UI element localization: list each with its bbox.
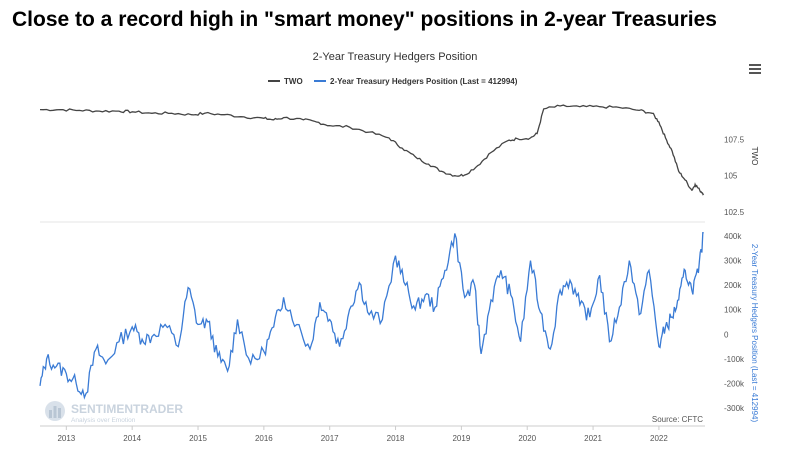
x-tick-label: 2022 bbox=[650, 434, 668, 443]
y-tick-label-hedgers: 300k bbox=[724, 257, 742, 266]
y-tick-label-hedgers: -100k bbox=[724, 355, 745, 364]
watermark-name: SENTIMENTRADER bbox=[71, 402, 183, 416]
y-tick-label-hedgers: 200k bbox=[724, 281, 742, 290]
chart-svg: 2-Year Treasury Hedgers Position TWO 2-Y… bbox=[39, 51, 761, 443]
x-tick-label: 2020 bbox=[518, 434, 536, 443]
y-tick-label-hedgers: 0 bbox=[724, 330, 729, 339]
y-tick-label-hedgers: -200k bbox=[724, 379, 745, 388]
y-tick-label-hedgers: 100k bbox=[724, 306, 742, 315]
legend-item-two[interactable]: TWO bbox=[268, 77, 303, 86]
source-note: Source: CFTC bbox=[652, 415, 703, 424]
chart-container: 2-Year Treasury Hedgers Position TWO 2-Y… bbox=[0, 46, 793, 465]
series-line-hedgers bbox=[39, 231, 704, 400]
legend: TWO 2-Year Treasury Hedgers Position (La… bbox=[268, 77, 518, 86]
x-axis: 2013 2014 2015 2016 2017 2018 2019 2020 2021 2022 bbox=[57, 426, 668, 443]
headline: Close to a record high in "smart money" … bbox=[12, 8, 717, 31]
y-tick-label-two: 102.5 bbox=[724, 208, 745, 217]
x-tick-label: 2014 bbox=[123, 434, 141, 443]
y-tick-label-two: 107.5 bbox=[724, 135, 745, 144]
y-axis-title-hedgers: 2-Year Treasury Hedgers Position (Last =… bbox=[750, 244, 759, 423]
watermark-tagline: Analysis over Emotion bbox=[71, 417, 136, 424]
x-tick-label: 2021 bbox=[584, 434, 602, 443]
grid bbox=[40, 221, 705, 427]
sentimentrader-logo-icon bbox=[45, 401, 65, 421]
y-tick-label-two: 105 bbox=[724, 172, 738, 181]
y-axis-hedgers: -300k -200k -100k 0 100k 200k 300k 400k bbox=[724, 232, 745, 413]
y-tick-label-hedgers: 400k bbox=[724, 232, 742, 241]
y-axis-title-two: TWO bbox=[750, 147, 759, 166]
x-tick-label: 2015 bbox=[189, 434, 207, 443]
series-layer bbox=[39, 104, 705, 400]
y-tick-label-hedgers: -300k bbox=[724, 404, 745, 413]
legend-item-hedgers[interactable]: 2-Year Treasury Hedgers Position (Last =… bbox=[314, 77, 518, 86]
x-tick-label: 2016 bbox=[255, 434, 273, 443]
x-tick-label: 2019 bbox=[452, 434, 470, 443]
x-tick-label: 2017 bbox=[321, 434, 339, 443]
hamburger-menu-icon[interactable] bbox=[749, 64, 761, 74]
y-axis-two: 102.5 105 107.5 bbox=[724, 135, 745, 217]
legend-label-hedgers: 2-Year Treasury Hedgers Position (Last =… bbox=[330, 77, 518, 86]
watermark: SENTIMENTRADER Analysis over Emotion bbox=[45, 401, 183, 424]
legend-label-two: TWO bbox=[284, 77, 303, 86]
series-line-two bbox=[39, 104, 705, 196]
x-tick-label: 2013 bbox=[57, 434, 75, 443]
x-tick-label: 2018 bbox=[387, 434, 405, 443]
chart-title: 2-Year Treasury Hedgers Position bbox=[313, 51, 478, 63]
